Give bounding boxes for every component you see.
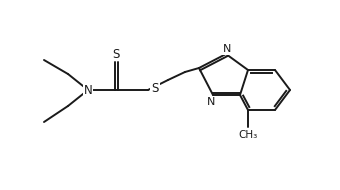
Text: S: S [112,48,120,60]
Text: N: N [207,97,215,107]
Text: N: N [223,44,231,54]
Text: CH₃: CH₃ [238,130,258,140]
Text: S: S [151,82,159,94]
Text: N: N [84,83,92,97]
